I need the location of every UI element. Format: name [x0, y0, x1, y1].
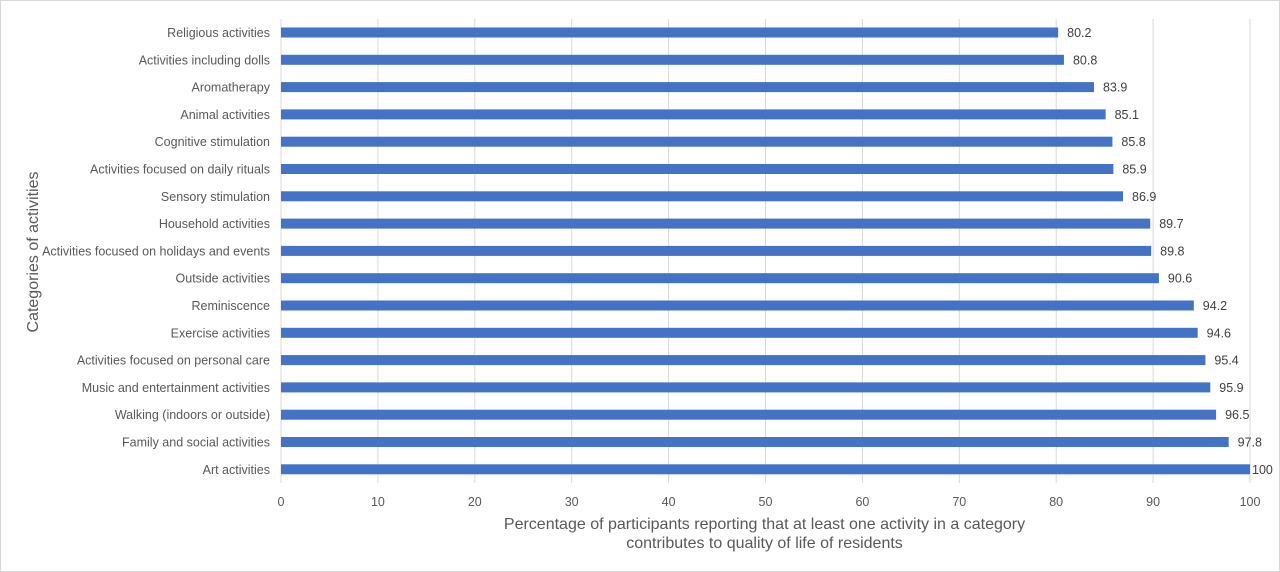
- category-label-0: Religious activities: [167, 26, 270, 40]
- value-label-5: 85.9: [1122, 163, 1146, 177]
- category-label-11: Exercise activities: [171, 326, 270, 340]
- bar-7: [281, 218, 1151, 229]
- category-label-4: Cognitive stimulation: [155, 135, 270, 149]
- bar-4: [281, 136, 1113, 147]
- category-label-15: Family and social activities: [122, 436, 270, 450]
- value-label-3: 85.1: [1115, 108, 1139, 122]
- x-tick-label-40: 40: [662, 495, 676, 509]
- value-label-4: 85.8: [1121, 135, 1145, 149]
- bar-13: [281, 382, 1211, 393]
- bar-9: [281, 273, 1159, 284]
- category-label-6: Sensory stimulation: [161, 190, 270, 204]
- x-tick-label-60: 60: [855, 495, 869, 509]
- value-label-16: 100: [1252, 463, 1273, 477]
- y-axis-title: Categories of activities: [25, 172, 42, 333]
- value-label-8: 89.8: [1160, 244, 1184, 258]
- category-label-5: Activities focused on daily rituals: [90, 163, 270, 177]
- value-label-2: 83.9: [1103, 81, 1127, 95]
- x-tick-label-70: 70: [952, 495, 966, 509]
- bar-2: [281, 82, 1094, 93]
- x-tick-labels: 0 10 20 30 40 50 60 70 80 90 100: [278, 495, 1261, 509]
- value-label-1: 80.8: [1073, 53, 1097, 67]
- bar-16: [281, 464, 1250, 475]
- category-label-8: Activities focused on holidays and event…: [42, 244, 270, 258]
- bar-8: [281, 245, 1152, 256]
- category-label-14: Walking (indoors or outside): [115, 408, 270, 422]
- bar-3: [281, 109, 1106, 120]
- category-label-1: Activities including dolls: [139, 53, 270, 67]
- category-label-16: Art activities: [203, 463, 270, 477]
- category-label-12: Activities focused on personal care: [77, 354, 270, 368]
- bar-14: [281, 409, 1217, 420]
- value-label-6: 86.9: [1132, 190, 1156, 204]
- x-tick-label-30: 30: [565, 495, 579, 509]
- value-label-10: 94.2: [1203, 299, 1227, 313]
- bar-15: [281, 437, 1229, 447]
- category-label-2: Aromatherapy: [191, 81, 270, 95]
- category-label-9: Outside activities: [176, 272, 270, 286]
- value-label-12: 95.4: [1214, 354, 1238, 368]
- x-tick-label-90: 90: [1146, 495, 1160, 509]
- x-tick-label-50: 50: [759, 495, 773, 509]
- bar-1: [281, 54, 1064, 65]
- value-label-14: 96.5: [1225, 408, 1249, 422]
- bar-11: [281, 327, 1198, 338]
- x-tick-label-100: 100: [1240, 495, 1261, 509]
- x-tick-label-10: 10: [371, 495, 385, 509]
- value-label-13: 95.9: [1219, 381, 1243, 395]
- category-labels: Religious activities Activities including…: [42, 26, 271, 477]
- value-label-7: 89.7: [1159, 217, 1183, 231]
- value-label-11: 94.6: [1207, 326, 1231, 340]
- bars: [281, 27, 1250, 475]
- bar-0: [281, 27, 1059, 38]
- bar-5: [281, 164, 1114, 174]
- category-label-7: Household activities: [159, 217, 270, 231]
- bar-12: [281, 355, 1206, 366]
- category-label-3: Animal activities: [180, 108, 270, 122]
- category-label-10: Reminiscence: [191, 299, 270, 313]
- x-axis-title-line-1: Percentage of participants reporting tha…: [504, 516, 1025, 533]
- x-tick-label-80: 80: [1049, 495, 1063, 509]
- x-tick-label-20: 20: [468, 495, 482, 509]
- value-labels: 80.2 80.8 83.9 85.1 85.8 85.9 86.989.7 89.8 90.6…: [1067, 26, 1273, 477]
- value-label-0: 80.2: [1067, 26, 1091, 40]
- x-axis-title-line-2: contributes to quality of life of reside…: [626, 535, 903, 552]
- bar-6: [281, 191, 1124, 202]
- value-label-9: 90.6: [1168, 272, 1192, 286]
- value-label-15: 97.8: [1238, 436, 1262, 450]
- bar-10: [281, 300, 1194, 311]
- category-label-13: Music and entertainment activities: [82, 381, 270, 395]
- x-tick-label-0: 0: [278, 495, 285, 509]
